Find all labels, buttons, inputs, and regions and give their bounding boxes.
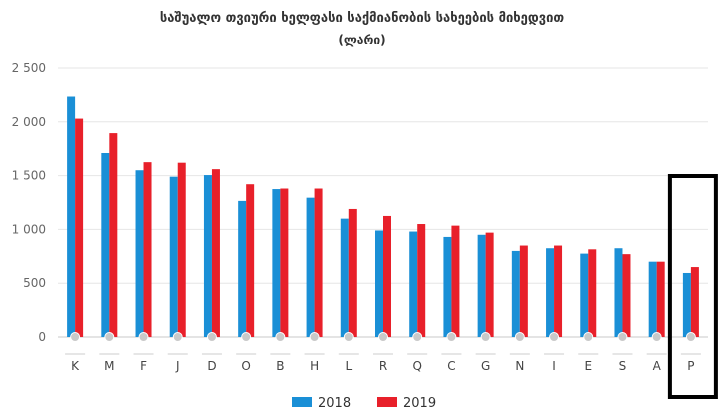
baseline-marker <box>412 332 423 342</box>
bar-2019-L <box>348 208 357 337</box>
bar-2018-B <box>272 189 281 337</box>
bar-2019-C <box>451 225 460 337</box>
bar-2019-J <box>177 162 186 337</box>
x-tick-label: D <box>207 359 216 373</box>
baseline-marker <box>480 332 491 342</box>
bar-2019-Q <box>417 224 426 337</box>
bar-2019-D <box>211 169 220 337</box>
baseline-marker <box>446 332 457 342</box>
legend-swatch-2018[interactable] <box>292 397 312 407</box>
bar-2019-N <box>519 245 528 337</box>
chart-title: საშუალო თვიური ხელფასი საქმიანობის სახეე… <box>160 11 565 26</box>
bar-2018-L <box>340 218 349 337</box>
baseline-marker <box>549 332 560 342</box>
baseline-marker <box>275 332 286 342</box>
y-tick-label: 0 <box>38 330 46 344</box>
bar-2018-A <box>648 261 657 337</box>
baseline-marker <box>651 332 662 342</box>
baseline-marker <box>309 332 320 342</box>
x-tick-label: C <box>447 359 455 373</box>
bar-2019-I <box>554 245 563 337</box>
bar-2018-P <box>682 272 691 337</box>
bar-2018-N <box>511 250 520 337</box>
bar-2018-D <box>203 175 212 337</box>
bar-2018-O <box>238 200 247 337</box>
bar-2019-M <box>109 133 118 337</box>
baseline-marker <box>241 332 252 342</box>
x-tick-label: L <box>345 359 352 373</box>
x-tick-label: I <box>552 359 556 373</box>
y-tick-label: 2 500 <box>12 61 46 75</box>
baseline-marker <box>70 332 81 342</box>
baseline-marker <box>104 332 115 342</box>
x-tick-label: E <box>584 359 592 373</box>
bar-2019-R <box>383 215 391 337</box>
baseline-marker <box>343 332 354 342</box>
x-tick-label: O <box>241 359 250 373</box>
y-tick-label: 500 <box>23 276 46 290</box>
bar-2019-K <box>75 118 84 338</box>
bar-2018-E <box>580 253 589 337</box>
legend-label-2019[interactable]: 2019 <box>403 396 436 411</box>
x-tick-label: K <box>71 359 80 373</box>
x-tick-label: A <box>653 359 662 373</box>
x-tick-label: J <box>175 359 180 373</box>
baseline-marker <box>583 332 594 342</box>
x-tick-label: H <box>310 359 319 373</box>
bar-2019-F <box>143 162 152 337</box>
x-tick-label: B <box>276 359 284 373</box>
bar-2019-P <box>690 267 699 337</box>
bar-2018-S <box>614 248 623 337</box>
bar-2018-J <box>169 176 178 337</box>
bar-2019-E <box>588 249 597 337</box>
bar-2018-H <box>306 197 315 337</box>
x-tick-label: S <box>619 359 627 373</box>
baseline-marker <box>172 332 183 342</box>
baseline-marker <box>206 332 217 342</box>
legend[interactable]: 2018 2019 <box>292 396 436 411</box>
x-tick-label: G <box>481 359 490 373</box>
bar-2019-A <box>656 261 665 337</box>
baseline-marker <box>378 332 388 342</box>
bars <box>67 96 699 342</box>
legend-label-2018[interactable]: 2018 <box>318 396 351 411</box>
y-axis-ticks: 0 500 1 000 1 500 2 000 2 500 <box>12 61 46 344</box>
bar-2018-R <box>375 230 383 337</box>
bar-2018-I <box>546 248 555 337</box>
y-tick-label: 1 500 <box>12 169 46 183</box>
baseline-marker <box>685 332 696 342</box>
bar-2019-S <box>622 254 631 337</box>
x-tick-label: F <box>140 359 147 373</box>
bar-2018-C <box>443 236 452 337</box>
highlight-box <box>667 174 718 399</box>
x-tick-label: R <box>379 359 387 373</box>
bar-2018-K <box>67 96 76 337</box>
baseline-marker <box>514 332 525 342</box>
baseline-marker <box>617 332 628 342</box>
bar-2019-O <box>246 184 255 337</box>
x-tick-label: P <box>687 359 694 373</box>
bar-2018-G <box>477 234 486 337</box>
legend-swatch-2019[interactable] <box>377 397 397 407</box>
bar-2018-M <box>101 153 110 337</box>
baseline-marker <box>138 332 149 342</box>
x-tick-label: N <box>515 359 524 373</box>
y-tick-label: 1 000 <box>12 222 46 236</box>
y-tick-label: 2 000 <box>12 115 46 129</box>
bar-2018-Q <box>409 231 418 337</box>
highlight-rectangle <box>667 174 718 399</box>
bar-2019-G <box>485 232 494 337</box>
chart-subtitle: (ლარი) <box>338 33 385 47</box>
bar-2019-B <box>280 188 289 337</box>
x-tick-label: M <box>104 359 114 373</box>
bar-2018-F <box>135 170 144 337</box>
x-tick-label: Q <box>412 359 421 373</box>
bar-2019-H <box>314 188 323 337</box>
